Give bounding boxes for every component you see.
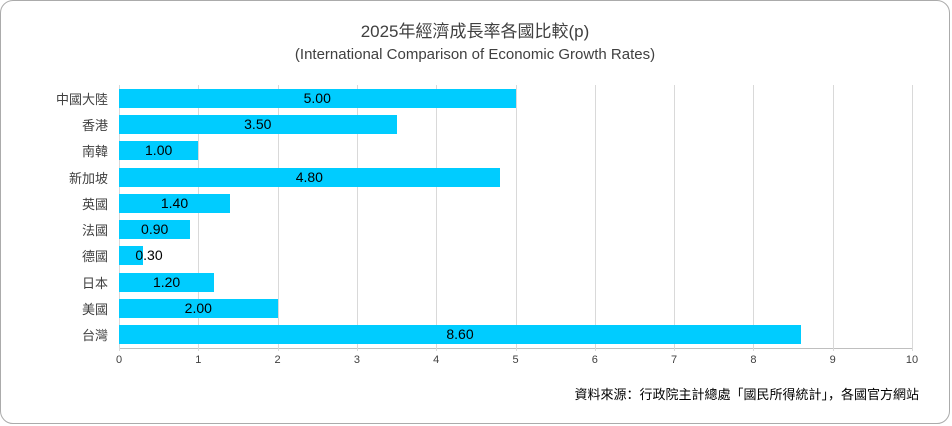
- bar: [119, 141, 199, 161]
- category-label: 法國: [81, 223, 108, 239]
- gridline: [356, 85, 358, 351]
- bar: [119, 88, 516, 108]
- bar-value-label: 0.30: [135, 247, 163, 264]
- category-label: 日本: [81, 275, 108, 291]
- category-label: 英國: [81, 196, 108, 212]
- gridline: [277, 85, 279, 351]
- x-tick-label: 2: [274, 354, 281, 366]
- gridline: [912, 85, 913, 351]
- bar: [119, 193, 231, 213]
- gridline: [594, 85, 596, 351]
- bar-value-label: 4.80: [295, 168, 323, 185]
- gridline: [832, 85, 834, 351]
- gridline: [674, 85, 676, 351]
- bar-value-label: 1.00: [145, 142, 173, 159]
- x-tick-label: 6: [591, 354, 598, 366]
- bar: [119, 299, 278, 319]
- category-label: 美國: [81, 302, 108, 318]
- bar: [119, 272, 215, 292]
- bar: [119, 246, 143, 266]
- category-axis: 中國大陸香港南韓新加坡英國法國德國日本美國台灣: [1, 85, 113, 348]
- gridline: [198, 85, 200, 351]
- x-axis: 0 1 2 3 4 5 6 7 8 9 10: [115, 354, 918, 370]
- x-tick-label: 4: [433, 354, 440, 366]
- bar: [119, 167, 500, 187]
- bar-value-label: 8.60: [446, 326, 474, 343]
- source-note: 資料來源：行政院主計總處「國民所得統計」，各國官方網站: [574, 387, 919, 402]
- bar-value-label: 3.50: [244, 115, 272, 132]
- bar-value-label: 2.00: [184, 300, 212, 317]
- category-label: 德國: [81, 249, 108, 265]
- bar-value-label: 0.90: [141, 221, 169, 238]
- x-tick-label: 0: [115, 354, 123, 366]
- gridline: [119, 85, 120, 351]
- category-label: 新加坡: [68, 170, 108, 186]
- bar-value-label: 1.40: [160, 194, 189, 211]
- x-tick-label: 10: [905, 354, 919, 366]
- bar-value-label: 5.00: [303, 89, 331, 106]
- x-tick-label: 9: [829, 354, 836, 366]
- x-tick-label: 7: [671, 354, 678, 366]
- category-label: 台灣: [81, 328, 108, 344]
- gridline: [436, 85, 438, 351]
- x-tick-label: 3: [353, 354, 360, 366]
- bar: [119, 325, 801, 345]
- category-label: 香港: [81, 117, 108, 133]
- x-tick-label: 1: [195, 354, 202, 366]
- plot-area: 5.00 3.50 1.00 4.80 1.40 0.90 0.30 1.20 2.00 8.60: [119, 85, 913, 351]
- x-tick-label: 5: [512, 354, 519, 366]
- bar: [119, 220, 191, 240]
- bar: [119, 114, 397, 134]
- x-tick-label: 8: [750, 354, 757, 366]
- bar-value-label: 1.20: [152, 273, 181, 290]
- chart-subtitle: (International Comparison of Economic Gr…: [294, 46, 656, 63]
- gridline: [515, 85, 517, 351]
- gridline: [753, 85, 755, 351]
- chart-title: 2025年經濟成長率各國比較(p): [360, 22, 590, 41]
- category-label: 南韓: [81, 144, 108, 160]
- category-label: 中國大陸: [55, 91, 108, 107]
